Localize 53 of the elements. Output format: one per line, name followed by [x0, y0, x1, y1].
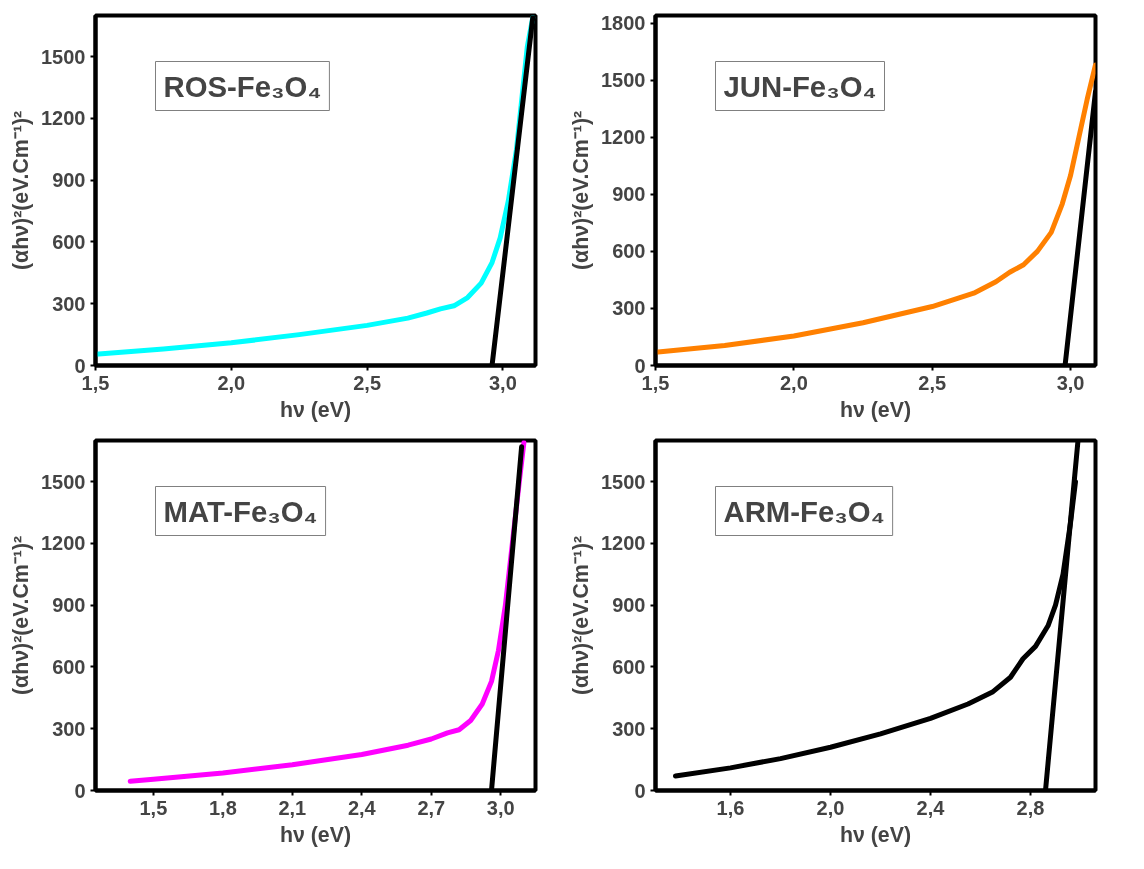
annotation: MAT-Fe₃O₄ — [163, 494, 318, 528]
x-tick-label: 3,0 — [486, 796, 515, 819]
x-axis-title: hν (eV) — [279, 397, 352, 422]
y-axis-title: (αhν)²(eV.Cm⁻¹)² — [9, 110, 34, 271]
x-tick-label: 1,6 — [716, 796, 745, 819]
x-tick-label: 2,4 — [347, 796, 377, 819]
y-axis-title: (αhν)²(eV.Cm⁻¹)² — [569, 110, 594, 271]
x-tick-label: 3,0 — [489, 371, 517, 394]
y-tick-label: 1500 — [41, 470, 86, 493]
x-tick-label: 2,5 — [353, 371, 382, 394]
x-axis-title: hν (eV) — [839, 822, 912, 847]
x-tick-label: 2,7 — [417, 796, 446, 819]
y-tick-label: 900 — [52, 169, 86, 192]
y-tick-label: 1800 — [601, 12, 646, 35]
y-tick-label: 300 — [52, 292, 86, 315]
x-tick-label: 2,1 — [278, 796, 307, 819]
y-axis-title: (αhν)²(eV.Cm⁻¹)² — [9, 535, 34, 696]
annotation: JUN-Fe₃O₄ — [723, 69, 877, 103]
y-tick-label: 900 — [612, 183, 646, 206]
y-tick-label: 1500 — [41, 45, 86, 68]
y-tick-label: 1200 — [41, 107, 86, 130]
y-tick-label: 300 — [612, 717, 646, 740]
y-tick-label: 1500 — [601, 69, 646, 92]
y-tick-label: 600 — [52, 230, 86, 253]
x-axis-title: hν (eV) — [839, 397, 912, 422]
y-axis-title: (αhν)²(eV.Cm⁻¹)² — [569, 535, 594, 696]
x-tick-label: 2,4 — [916, 796, 946, 819]
y-tick-label: 300 — [612, 297, 646, 320]
x-tick-label: 2,5 — [918, 371, 947, 394]
x-tick-label: 2,0 — [779, 371, 808, 394]
x-axis-title: hν (eV) — [279, 822, 352, 847]
annotation: ARM-Fe₃O₄ — [723, 494, 885, 528]
x-tick-label: 2,8 — [1016, 796, 1045, 819]
annotation: ROS-Fe₃O₄ — [163, 69, 322, 103]
y-tick-label: 0 — [74, 779, 86, 802]
x-tick-label: 3,0 — [1056, 371, 1085, 394]
y-tick-label: 900 — [52, 594, 86, 617]
y-tick-label: 600 — [612, 240, 646, 263]
y-tick-label: 0 — [74, 354, 86, 377]
y-tick-label: 1200 — [601, 126, 646, 149]
x-tick-label: 2,0 — [217, 371, 246, 394]
y-tick-label: 0 — [634, 354, 646, 377]
y-tick-label: 1200 — [601, 532, 646, 555]
y-tick-label: 600 — [612, 655, 646, 678]
y-tick-label: 1200 — [41, 532, 86, 555]
x-tick-label: 2,0 — [816, 796, 845, 819]
y-tick-label: 900 — [612, 594, 646, 617]
y-tick-label: 300 — [52, 717, 86, 740]
y-tick-label: 600 — [52, 655, 86, 678]
x-tick-label: 1,8 — [208, 796, 237, 819]
y-tick-label: 0 — [634, 779, 646, 802]
y-tick-label: 1500 — [601, 470, 646, 493]
x-tick-label: 1,5 — [139, 796, 168, 819]
